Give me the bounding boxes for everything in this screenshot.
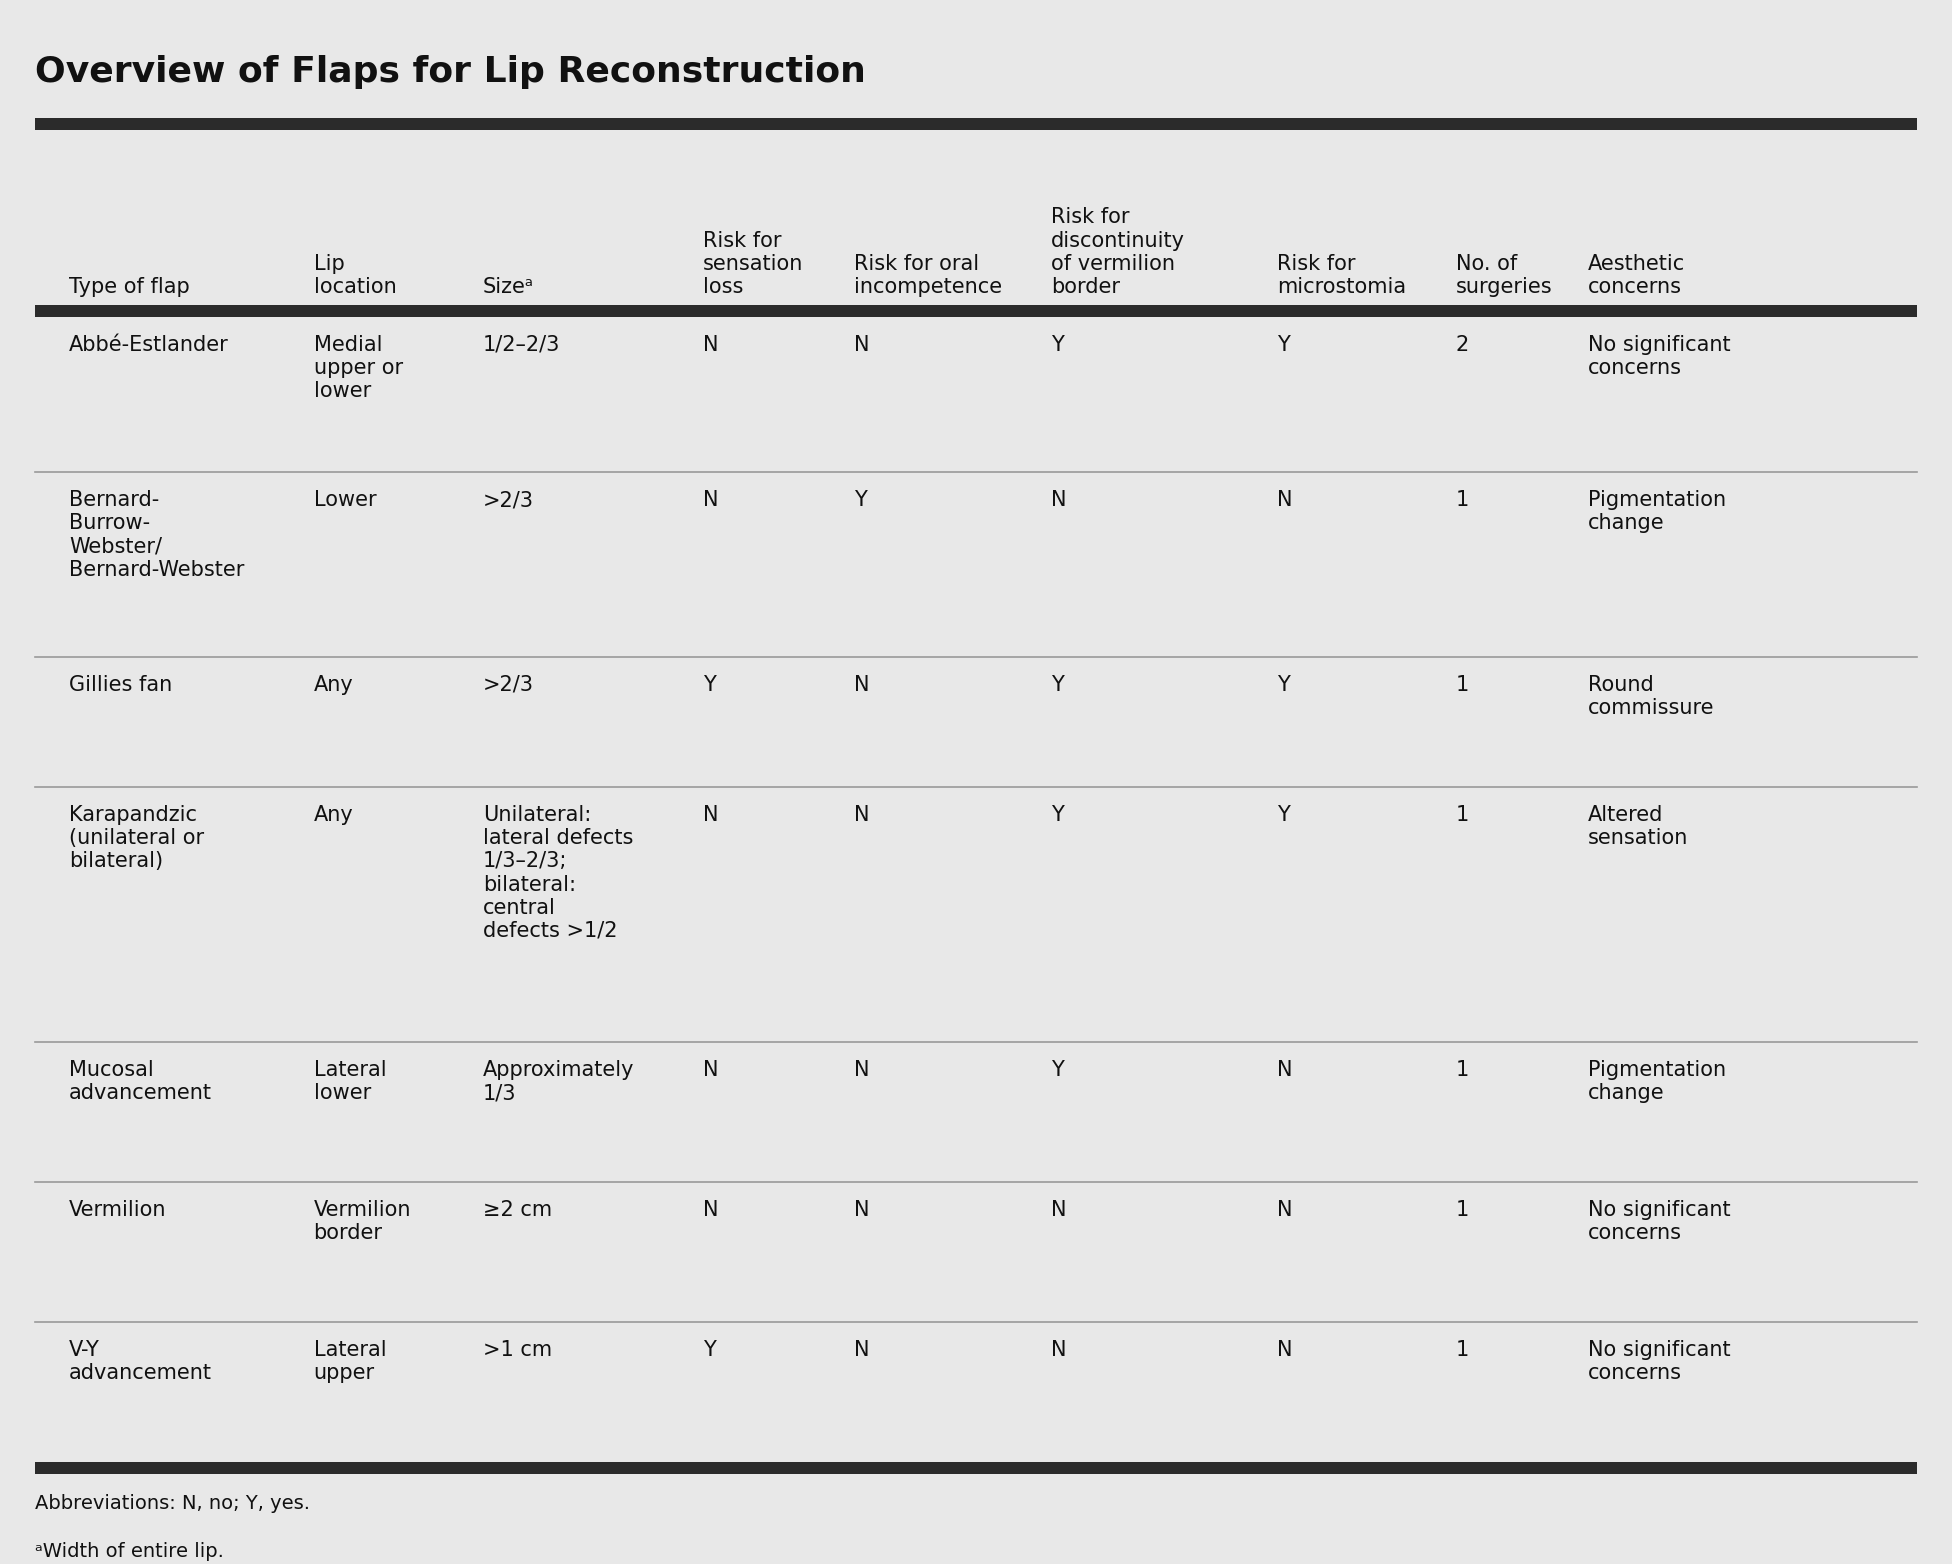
Text: 1: 1 [1456,1060,1470,1081]
Text: Any: Any [314,805,353,824]
Text: >1 cm: >1 cm [482,1340,552,1361]
Text: N: N [853,805,869,824]
Text: Y: Y [853,490,867,510]
Text: Risk for
discontinuity
of vermilion
border: Risk for discontinuity of vermilion bord… [1052,208,1185,297]
Text: N: N [703,1060,718,1081]
Text: Mucosal
advancement: Mucosal advancement [68,1060,213,1103]
Bar [35,117,1917,130]
Text: 1: 1 [1456,805,1470,824]
Text: >2/3: >2/3 [482,676,535,694]
Text: Y: Y [1277,676,1290,694]
Text: Y: Y [1052,335,1064,355]
Text: Risk for oral
incompetence: Risk for oral incompetence [853,253,1001,297]
Text: Lower: Lower [314,490,377,510]
Text: N: N [853,1340,869,1361]
Text: N: N [1277,1340,1292,1361]
Text: No. of
surgeries: No. of surgeries [1456,253,1552,297]
Text: N: N [1277,1200,1292,1220]
Text: Karapandzic
(unilateral or
bilateral): Karapandzic (unilateral or bilateral) [68,805,205,871]
Text: Lateral
upper: Lateral upper [314,1340,386,1383]
Text: N: N [1052,1340,1068,1361]
Text: N: N [1277,1060,1292,1081]
Text: Vermilion: Vermilion [68,1200,166,1220]
Text: 1: 1 [1456,490,1470,510]
Text: Risk for
sensation
loss: Risk for sensation loss [703,230,804,297]
Text: N: N [1277,490,1292,510]
Text: Pigmentation
change: Pigmentation change [1587,490,1726,533]
Text: Y: Y [703,676,716,694]
Text: No significant
concerns: No significant concerns [1587,1340,1729,1383]
Text: N: N [703,335,718,355]
Text: Approximately
1/3: Approximately 1/3 [482,1060,634,1103]
Text: Y: Y [703,1340,716,1361]
Text: Overview of Flaps for Lip Reconstruction: Overview of Flaps for Lip Reconstruction [35,55,867,89]
Text: Vermilion
border: Vermilion border [314,1200,412,1243]
Text: Medial
upper or
lower: Medial upper or lower [314,335,402,402]
Text: Bernard-
Burrow-
Webster/
Bernard-Webster: Bernard- Burrow- Webster/ Bernard-Webste… [68,490,244,580]
Text: Y: Y [1052,676,1064,694]
Text: Unilateral:
lateral defects
1/3–2/3;
bilateral:
central
defects >1/2: Unilateral: lateral defects 1/3–2/3; bil… [482,805,632,942]
Text: No significant
concerns: No significant concerns [1587,1200,1729,1243]
Text: N: N [853,676,869,694]
Text: Type of flap: Type of flap [68,277,189,297]
Text: N: N [853,1060,869,1081]
Text: Aesthetic
concerns: Aesthetic concerns [1587,253,1685,297]
Text: Y: Y [1052,805,1064,824]
Text: ᵃWidth of entire lip.: ᵃWidth of entire lip. [35,1542,224,1561]
Text: Lip
location: Lip location [314,253,396,297]
Text: 1: 1 [1456,676,1470,694]
Text: No significant
concerns: No significant concerns [1587,335,1729,378]
Text: Abbé-Estlander: Abbé-Estlander [68,335,228,355]
Text: Abbreviations: N, no; Y, yes.: Abbreviations: N, no; Y, yes. [35,1494,310,1512]
Text: Y: Y [1277,335,1290,355]
Text: N: N [1052,490,1068,510]
Text: N: N [853,1200,869,1220]
Text: Any: Any [314,676,353,694]
Text: Risk for
microstomia: Risk for microstomia [1277,253,1405,297]
Bar [35,305,1917,317]
Text: 1: 1 [1456,1200,1470,1220]
Text: Pigmentation
change: Pigmentation change [1587,1060,1726,1103]
Text: Lateral
lower: Lateral lower [314,1060,386,1103]
Text: Y: Y [1277,805,1290,824]
Text: N: N [853,335,869,355]
Text: Round
commissure: Round commissure [1587,676,1714,718]
Text: 2: 2 [1456,335,1470,355]
Text: >2/3: >2/3 [482,490,535,510]
Text: ≥2 cm: ≥2 cm [482,1200,552,1220]
Text: V-Y
advancement: V-Y advancement [68,1340,213,1383]
Text: 1/2–2/3: 1/2–2/3 [482,335,560,355]
Text: Gillies fan: Gillies fan [68,676,172,694]
Text: 1: 1 [1456,1340,1470,1361]
Text: Altered
sensation: Altered sensation [1587,805,1688,848]
Text: N: N [703,805,718,824]
Text: Sizeᵃ: Sizeᵃ [482,277,535,297]
Bar [35,1462,1917,1473]
Text: N: N [703,1200,718,1220]
Text: N: N [1052,1200,1068,1220]
Text: Y: Y [1052,1060,1064,1081]
Text: N: N [703,490,718,510]
